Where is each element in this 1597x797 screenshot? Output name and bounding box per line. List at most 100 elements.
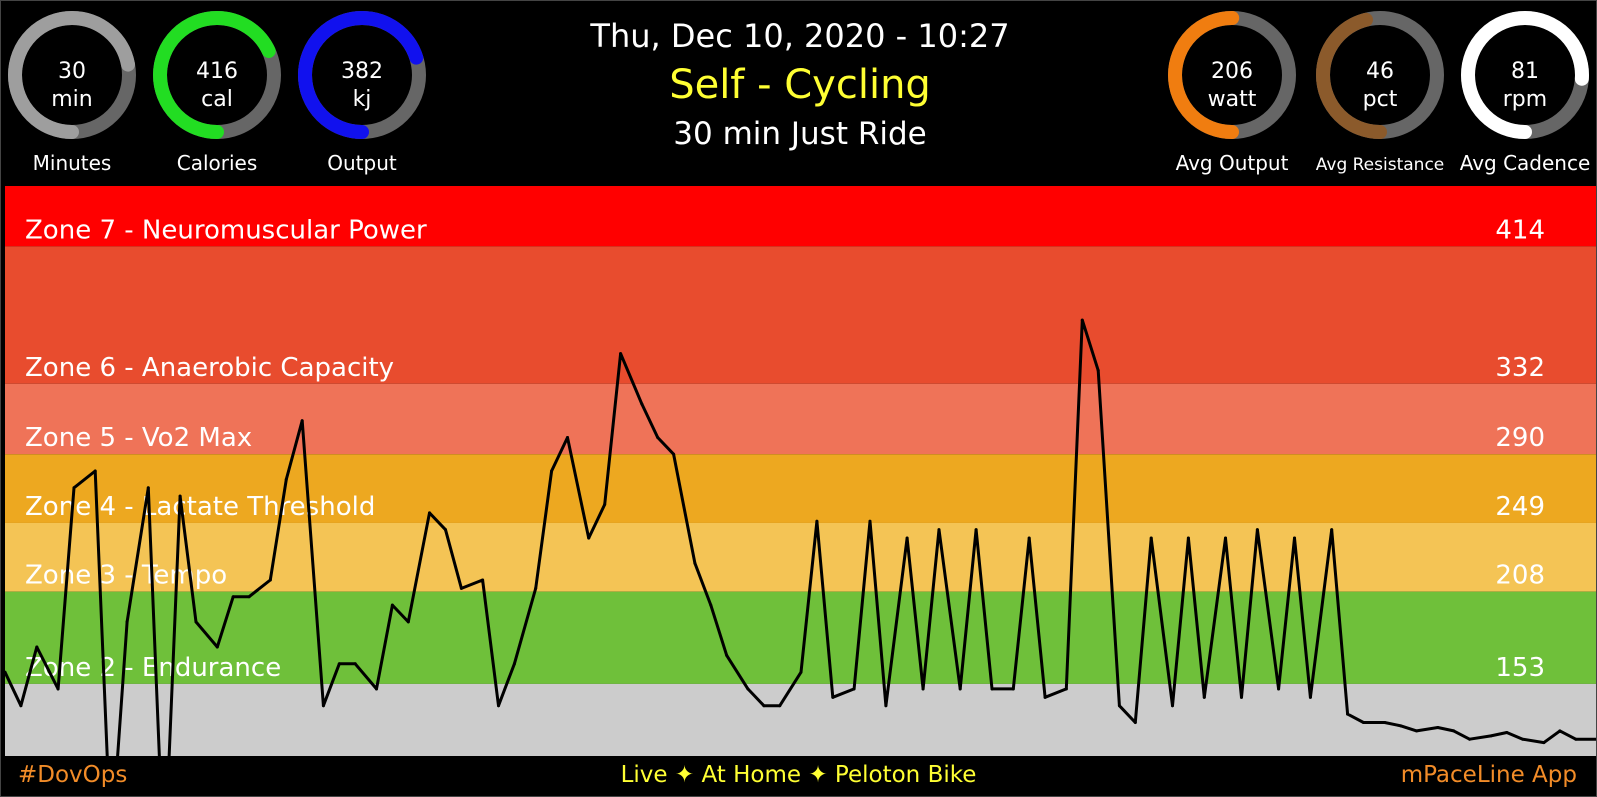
zone-label: Zone 2 - Endurance bbox=[25, 653, 281, 683]
power-data-point bbox=[762, 704, 766, 708]
avg-resistance-label: Avg Resistance bbox=[1315, 155, 1445, 175]
power-data-point bbox=[1096, 368, 1100, 372]
power-data-point bbox=[1133, 720, 1137, 724]
minutes-gauge: 30 min Minutes bbox=[5, 8, 139, 188]
power-data-point bbox=[831, 695, 835, 699]
power-data-point bbox=[194, 620, 198, 624]
avg-cadence-label: Avg Cadence bbox=[1459, 151, 1591, 175]
power-data-point bbox=[321, 704, 325, 708]
power-data-point bbox=[406, 620, 410, 624]
calories-gauge: 416 cal Calories bbox=[150, 8, 284, 188]
power-data-point bbox=[550, 469, 554, 473]
power-data-point bbox=[1239, 695, 1243, 699]
power-data-point bbox=[534, 586, 538, 590]
power-data-point bbox=[512, 662, 516, 666]
power-data-point bbox=[1505, 731, 1509, 735]
power-data-point bbox=[56, 687, 60, 691]
power-data-point bbox=[1362, 720, 1366, 724]
power-data-point bbox=[672, 452, 676, 456]
power-data-point bbox=[905, 536, 909, 540]
power-data-point bbox=[459, 586, 463, 590]
power-data-point bbox=[1149, 536, 1153, 540]
zone-threshold-value: 332 bbox=[1495, 353, 1545, 383]
power-data-point bbox=[566, 435, 570, 439]
title-block: Thu, Dec 10, 2020 - 10:27 Self - Cycling… bbox=[470, 14, 1130, 156]
power-data-point bbox=[125, 620, 129, 624]
power-data-point bbox=[215, 645, 219, 649]
power-data-point bbox=[884, 704, 888, 708]
zone-label: Zone 5 - Vo2 Max bbox=[25, 423, 252, 453]
power-data-point bbox=[656, 435, 660, 439]
power-data-point bbox=[815, 519, 819, 523]
power-data-point bbox=[497, 704, 501, 708]
avg-output-unit: watt bbox=[1207, 87, 1257, 112]
ride-subtitle: 30 min Just Ride bbox=[673, 116, 927, 152]
gauge-progress-arc bbox=[1461, 11, 1589, 139]
power-data-point bbox=[1064, 687, 1068, 691]
zone-threshold-value: 249 bbox=[1495, 492, 1545, 522]
power-data-point bbox=[1186, 536, 1190, 540]
gauge-progress-arc bbox=[1316, 11, 1444, 139]
footer-hashtag: #DovOps bbox=[18, 762, 128, 788]
avg-output-label: Avg Output bbox=[1175, 151, 1289, 175]
output-value: 382 bbox=[341, 59, 383, 84]
minutes-unit: min bbox=[51, 87, 93, 112]
power-data-point bbox=[1383, 720, 1387, 724]
power-data-point bbox=[72, 486, 76, 490]
minutes-ring bbox=[8, 11, 136, 139]
output-label: Output bbox=[327, 151, 397, 175]
zone-threshold-value: 414 bbox=[1495, 215, 1545, 245]
zone-band bbox=[5, 186, 1597, 247]
zone-threshold-value: 208 bbox=[1495, 561, 1545, 591]
power-data-point bbox=[958, 687, 962, 691]
minutes-value: 30 bbox=[58, 59, 86, 84]
avg-cadence-gauge: 81 rpm Avg Cadence bbox=[1458, 8, 1592, 188]
power-data-point bbox=[1521, 737, 1525, 741]
power-data-point bbox=[725, 653, 729, 657]
zone-band bbox=[5, 522, 1597, 592]
avg-resistance-gauge: 46 pct Avg Resistance bbox=[1313, 8, 1447, 188]
power-data-point bbox=[1293, 536, 1297, 540]
minutes-label: Minutes bbox=[32, 151, 112, 175]
avg-resistance-value: 46 bbox=[1366, 59, 1394, 84]
zone-band bbox=[5, 383, 1597, 455]
avg-resistance-unit: pct bbox=[1362, 87, 1398, 112]
zone-threshold-value: 290 bbox=[1495, 423, 1545, 453]
power-data-point bbox=[1542, 741, 1546, 745]
power-data-point bbox=[1170, 704, 1174, 708]
power-data-point bbox=[1489, 734, 1493, 738]
power-data-point bbox=[1277, 687, 1281, 691]
power-data-point bbox=[1399, 724, 1403, 728]
power-data-point bbox=[481, 578, 485, 582]
power-data-point bbox=[1202, 695, 1206, 699]
power-data-point bbox=[374, 687, 378, 691]
ride-date: Thu, Dec 10, 2020 - 10:27 bbox=[590, 17, 1010, 55]
output-unit: kj bbox=[352, 87, 372, 112]
power-data-point bbox=[937, 528, 941, 532]
zone-band bbox=[5, 246, 1597, 384]
power-data-point bbox=[146, 486, 150, 490]
avg-resistance-ring bbox=[1316, 11, 1444, 139]
gauge-progress-arc bbox=[298, 11, 426, 139]
zone-band bbox=[5, 683, 1597, 756]
power-data-point bbox=[178, 494, 182, 498]
zone-label: Zone 3 - Tempo bbox=[25, 561, 227, 591]
output-ring bbox=[298, 11, 426, 139]
power-data-point bbox=[35, 645, 39, 649]
output-gauge: 382 kj Output bbox=[295, 8, 429, 188]
avg-output-ring bbox=[1168, 11, 1296, 139]
power-data-point bbox=[19, 704, 23, 708]
zone-threshold-value: 153 bbox=[1495, 653, 1545, 683]
power-data-point bbox=[921, 687, 925, 691]
power-data-point bbox=[231, 595, 235, 599]
power-data-point bbox=[1224, 536, 1228, 540]
power-data-point bbox=[93, 469, 97, 473]
power-data-point bbox=[1011, 687, 1015, 691]
power-data-point bbox=[619, 352, 623, 356]
power-data-point bbox=[268, 578, 272, 582]
power-data-point bbox=[1558, 729, 1562, 733]
zone-band bbox=[5, 454, 1597, 523]
power-data-point bbox=[300, 419, 304, 423]
power-data-point bbox=[778, 704, 782, 708]
avg-output-gauge: 206 watt Avg Output bbox=[1165, 8, 1299, 188]
